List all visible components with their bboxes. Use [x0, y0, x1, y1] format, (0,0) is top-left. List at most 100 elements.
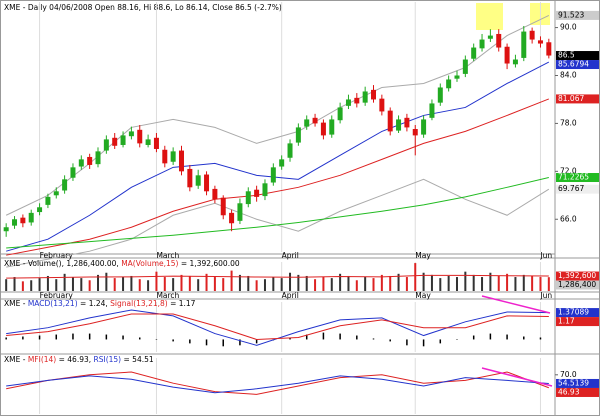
value-tag — [556, 308, 599, 318]
x-tick-label: Jun — [539, 251, 552, 260]
candle-body — [546, 42, 552, 56]
histogram-bar — [155, 339, 158, 340]
series-line — [6, 61, 550, 252]
volume-bar — [455, 277, 458, 291]
volume-bar — [147, 280, 150, 291]
volume-bar — [263, 279, 266, 291]
candle-body — [471, 47, 477, 59]
candle-body — [462, 59, 468, 74]
volume-bar — [481, 277, 484, 291]
legend-entry: XME - Volume(), 1,286,400.00, — [4, 259, 121, 268]
volume-bar — [38, 278, 41, 291]
histogram-bar — [189, 339, 191, 344]
volume-bar — [447, 275, 450, 291]
value-tag-label: 46.93 — [558, 387, 580, 396]
candle-body — [145, 139, 151, 145]
volume-bar — [355, 280, 358, 291]
y-tick-label: 72.0 — [560, 166, 577, 175]
candle-body — [178, 150, 184, 172]
volume-bar — [255, 280, 258, 291]
histogram-bar — [239, 339, 241, 346]
volume-bar — [539, 277, 542, 291]
legend: XME - MACD(13,21) = 1.24, Signal(13,21,8… — [4, 299, 196, 308]
candle-body — [504, 46, 510, 64]
histogram-bar — [506, 334, 508, 340]
volume-bar — [21, 281, 24, 291]
legend-entry: MACD(13,21) — [28, 299, 78, 308]
x-tick-label: May — [415, 291, 431, 300]
histogram-bar — [139, 337, 141, 340]
value-tag-label: 85.6794 — [558, 60, 589, 69]
candle-body — [220, 197, 226, 216]
legend-entry: RSI(15) — [94, 355, 122, 364]
candle-body — [371, 89, 377, 100]
candle-body — [529, 30, 535, 40]
value-tag-label: 1.37089 — [558, 308, 589, 317]
candle-body — [62, 179, 68, 191]
candle-body — [53, 191, 59, 196]
legend-entry: MA(Volume,15) — [121, 259, 178, 268]
volume-bar — [531, 275, 534, 291]
histogram-bar — [305, 334, 308, 340]
legend-entry: = 1,392,600.00 — [178, 259, 239, 268]
volume-bar — [322, 277, 325, 291]
value-tag-label: 86.5 — [558, 51, 575, 60]
histogram-bar — [356, 335, 358, 340]
candle-body — [404, 117, 410, 128]
y-tick-label: 66.0 — [560, 214, 577, 223]
candle-body — [87, 156, 93, 165]
histogram-bar — [539, 337, 542, 340]
legend-entry: = 1.24, — [78, 299, 111, 308]
candle-body — [312, 117, 318, 124]
candle-body — [412, 129, 418, 136]
x-tick-label: April — [282, 291, 299, 300]
volume-bar — [30, 280, 33, 291]
candle-body — [195, 175, 201, 186]
candle-body — [512, 59, 518, 65]
volume-bar — [205, 273, 208, 291]
histogram-bar — [406, 339, 408, 346]
candle-body — [70, 167, 76, 178]
value-tag — [556, 378, 599, 388]
candle-body — [20, 217, 26, 224]
candle-body — [170, 151, 176, 162]
volume-bar — [180, 274, 183, 291]
series-line — [6, 375, 549, 394]
volume-bar — [197, 279, 200, 291]
candle-body — [112, 137, 118, 146]
series-line — [6, 98, 550, 256]
histogram-bar — [172, 339, 174, 342]
histogram-bar — [22, 336, 24, 340]
volume-bar — [339, 273, 342, 291]
histogram-bar — [389, 339, 391, 342]
volume-bar — [389, 275, 392, 291]
candle-body — [345, 99, 351, 106]
candle-body — [245, 191, 251, 205]
candle-body — [279, 159, 285, 167]
legend-entry: = 46.93, — [56, 355, 93, 364]
legend-entry: MFI(14) — [28, 355, 56, 364]
candle-body — [262, 183, 268, 197]
value-tag-label: 71.2265 — [558, 173, 589, 182]
candle-body — [162, 149, 168, 164]
candle-body — [537, 40, 543, 44]
volume-bar — [464, 271, 467, 291]
candle-body — [496, 33, 502, 48]
volume-bar — [414, 263, 417, 291]
highlight — [476, 3, 503, 30]
value-tag-label: 1,392,600 — [558, 271, 596, 280]
histogram-bar — [472, 335, 475, 340]
volume-bar — [422, 272, 425, 291]
volume-bar — [297, 274, 300, 291]
value-tag — [556, 51, 599, 61]
candle-body — [354, 97, 360, 104]
histogram-bar — [372, 338, 375, 340]
histogram-bar — [88, 333, 91, 340]
volume-bar — [514, 277, 517, 291]
volume-bar — [405, 277, 408, 291]
candle-body — [3, 227, 9, 232]
candle-body — [437, 87, 443, 103]
value-tag — [556, 94, 599, 104]
